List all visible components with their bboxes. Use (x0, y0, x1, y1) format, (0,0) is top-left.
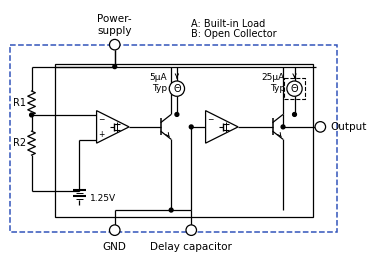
Text: Θ: Θ (173, 84, 181, 94)
Text: R1: R1 (13, 98, 26, 108)
Circle shape (189, 125, 193, 129)
Circle shape (169, 208, 173, 212)
Circle shape (110, 39, 120, 50)
Text: B: Open Collector: B: Open Collector (191, 29, 277, 39)
Circle shape (287, 81, 302, 96)
Circle shape (175, 112, 179, 116)
Circle shape (186, 225, 196, 235)
Circle shape (315, 122, 326, 132)
Text: Delay capacitor: Delay capacitor (150, 242, 232, 252)
Text: Power-
supply: Power- supply (97, 14, 132, 36)
Circle shape (30, 113, 33, 117)
Text: −: − (207, 115, 213, 124)
Text: A: Built-in Load: A: Built-in Load (191, 19, 266, 29)
Text: 1.25V: 1.25V (90, 194, 116, 203)
Circle shape (110, 225, 120, 235)
Text: −: − (98, 115, 105, 124)
Text: 5μA
Typ: 5μA Typ (150, 73, 167, 93)
Polygon shape (97, 111, 129, 143)
Text: GND: GND (103, 242, 127, 252)
Text: Θ: Θ (291, 84, 298, 94)
Circle shape (113, 65, 117, 69)
Circle shape (293, 112, 296, 116)
Text: Output: Output (330, 122, 366, 132)
Polygon shape (206, 111, 238, 143)
Text: +: + (98, 130, 105, 139)
Text: 25μA
Typ: 25μA Typ (262, 73, 285, 93)
Text: R2: R2 (13, 138, 26, 148)
Circle shape (169, 81, 185, 96)
Circle shape (281, 125, 285, 129)
